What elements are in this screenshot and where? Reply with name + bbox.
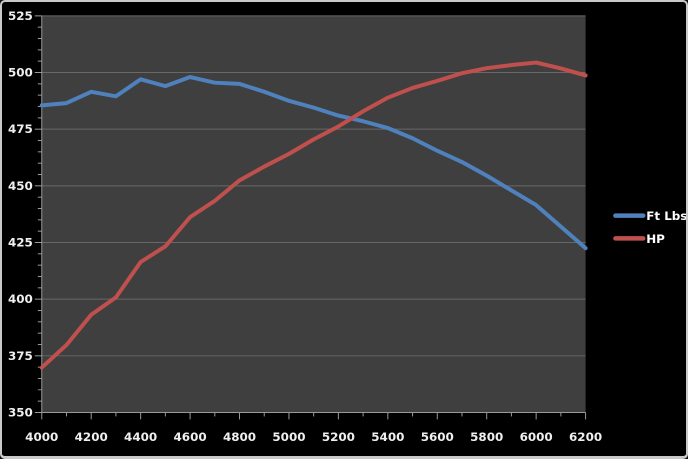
legend-label-ft-lbs: Ft Lbs: [646, 209, 686, 223]
x-axis-tick-label-6200: 6200: [569, 430, 602, 444]
y-axis-tick-label-425: 425: [8, 235, 33, 249]
x-axis-tick-label-5200: 5200: [322, 430, 355, 444]
series-line-ft-lbs: [39, 75, 588, 251]
x-axis-tick-label-5000: 5000: [272, 430, 305, 444]
x-axis-tick-label-5600: 5600: [421, 430, 454, 444]
x-axis-tick-label-5400: 5400: [371, 430, 404, 444]
series-line-hp: [39, 60, 588, 370]
x-axis-tick-label-5800: 5800: [470, 430, 503, 444]
x-axis-tick-label-4600: 4600: [174, 430, 207, 444]
x-axis-tick-label-6000: 6000: [520, 430, 553, 444]
x-axis-tick-label-4200: 4200: [75, 430, 108, 444]
x-axis-tick-label-4000: 4000: [25, 430, 58, 444]
y-axis-tick-label-375: 375: [8, 349, 33, 363]
y-axis-tick-label-350: 350: [8, 405, 33, 419]
y-axis-tick-label-450: 450: [8, 179, 33, 193]
y-axis-tick-label-500: 500: [8, 65, 33, 79]
plot-area: [41, 15, 586, 413]
x-axis-tick-label-4800: 4800: [223, 430, 256, 444]
y-axis-tick-label-475: 475: [8, 122, 33, 136]
x-axis-tick-label-4400: 4400: [124, 430, 157, 444]
y-axis-tick-label-525: 525: [8, 9, 33, 23]
legend-label-hp: HP: [646, 232, 665, 246]
y-axis-tick-label-400: 400: [8, 292, 33, 306]
